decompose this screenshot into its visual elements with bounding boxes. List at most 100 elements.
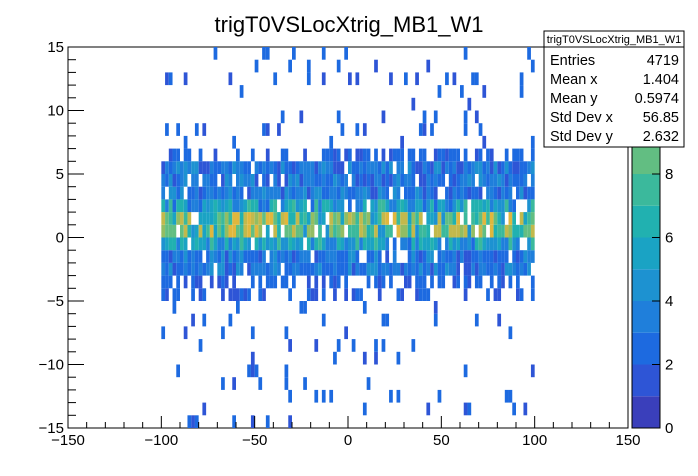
- heatmap-cell: [366, 161, 371, 174]
- heatmap-cell: [333, 161, 337, 174]
- heatmap-cell: [441, 224, 446, 238]
- heatmap-cell: [497, 199, 502, 213]
- heatmap-cell: [228, 199, 233, 213]
- heatmap-cell: [359, 212, 363, 225]
- heatmap-cell: [183, 148, 188, 162]
- heatmap-cell: [452, 275, 457, 289]
- heatmap-cell: [236, 288, 240, 301]
- heatmap-cell: [523, 186, 528, 200]
- heatmap-cell: [474, 212, 479, 225]
- heatmap-cell: [258, 237, 263, 251]
- heatmap-cell: [489, 161, 494, 174]
- y-tick-label: −10: [39, 357, 64, 374]
- heatmap-cell: [284, 275, 289, 289]
- heatmap-cell: [392, 186, 397, 200]
- heatmap-cell: [504, 161, 509, 174]
- heatmap-cell: [504, 389, 509, 403]
- heatmap-cell: [213, 148, 218, 162]
- heatmap-cell: [366, 275, 371, 289]
- heatmap-cell: [306, 250, 311, 263]
- heatmap-cell: [202, 123, 207, 136]
- heatmap-cell: [198, 161, 203, 174]
- heatmap-cell: [370, 186, 375, 200]
- heatmap-cell: [306, 72, 311, 86]
- heatmap-cell: [530, 212, 535, 225]
- heatmap-cell: [303, 262, 307, 276]
- heatmap-cell: [493, 161, 498, 174]
- colorbar-segment: [632, 205, 660, 238]
- heatmap-cell: [303, 377, 307, 390]
- heatmap-cell: [333, 174, 337, 187]
- heatmap-cell: [374, 59, 378, 73]
- heatmap-cell: [292, 174, 296, 187]
- heatmap-cell: [295, 250, 300, 263]
- heatmap-cell: [239, 212, 244, 225]
- heatmap-cell: [452, 224, 457, 238]
- heatmap-cell: [183, 161, 188, 174]
- heatmap-cell: [232, 161, 236, 174]
- heatmap-cell: [224, 161, 229, 174]
- heatmap-cell: [180, 224, 184, 238]
- heatmap-cell: [303, 161, 307, 174]
- heatmap-cell: [366, 148, 371, 162]
- heatmap-cell: [202, 174, 207, 187]
- heatmap-cell: [411, 262, 416, 276]
- heatmap-cell: [527, 250, 531, 263]
- heatmap-cell: [213, 250, 218, 263]
- heatmap-cell: [187, 148, 192, 162]
- heatmap-cell: [516, 148, 520, 162]
- heatmap-cell: [250, 415, 255, 428]
- heatmap-cell: [224, 199, 229, 213]
- heatmap-cell: [430, 212, 434, 225]
- heatmap-cell: [426, 161, 431, 174]
- heatmap-cell: [165, 262, 169, 276]
- heatmap-cell: [292, 161, 296, 174]
- heatmap-cell: [396, 389, 401, 403]
- heatmap-cell: [489, 148, 494, 162]
- heatmap-cell: [217, 212, 222, 225]
- heatmap-cell: [299, 186, 304, 200]
- heatmap-cell: [284, 186, 289, 200]
- heatmap-cell: [433, 237, 438, 251]
- heatmap-cell: [306, 174, 311, 187]
- heatmap-cell: [273, 224, 278, 238]
- heatmap-cell: [366, 174, 371, 187]
- heatmap-cell: [426, 288, 431, 301]
- heatmap-cell: [463, 148, 468, 162]
- heatmap-cell: [209, 237, 214, 251]
- heatmap-cell: [333, 250, 337, 263]
- heatmap-cell: [474, 72, 479, 86]
- heatmap-cell: [333, 224, 337, 238]
- heatmap-cell: [213, 186, 218, 200]
- heatmap-cell: [198, 262, 203, 276]
- heatmap-cell: [187, 250, 192, 263]
- heatmap-cell: [348, 161, 352, 174]
- colorbar-segment: [632, 142, 660, 174]
- heatmap-cell: [183, 237, 188, 251]
- heatmap-cell: [329, 262, 334, 276]
- heatmap-cell: [180, 262, 184, 276]
- colorbar-tick-label: 2: [665, 357, 673, 374]
- heatmap-cell: [351, 288, 356, 301]
- heatmap-cell: [329, 186, 334, 200]
- heatmap-cell: [493, 250, 498, 263]
- heatmap-cell: [478, 224, 483, 238]
- heatmap-cell: [422, 262, 427, 276]
- heatmap-cell: [247, 224, 251, 238]
- heatmap-cell: [389, 148, 393, 162]
- heatmap-cell: [191, 186, 195, 200]
- heatmap-cell: [213, 224, 218, 238]
- heatmap-cell: [418, 186, 423, 200]
- heatmap-cell: [299, 250, 304, 263]
- heatmap-cell: [236, 199, 240, 213]
- heatmap-cell: [325, 262, 330, 276]
- heatmap-cell: [284, 237, 289, 251]
- heatmap-cell: [508, 237, 513, 251]
- heatmap-cell: [512, 199, 516, 213]
- heatmap-cell: [333, 148, 337, 162]
- heatmap-cell: [221, 186, 225, 200]
- heatmap-cell: [351, 224, 356, 238]
- heatmap-cell: [176, 123, 180, 136]
- heatmap-cell: [176, 161, 180, 174]
- heatmap-cell: [288, 339, 292, 352]
